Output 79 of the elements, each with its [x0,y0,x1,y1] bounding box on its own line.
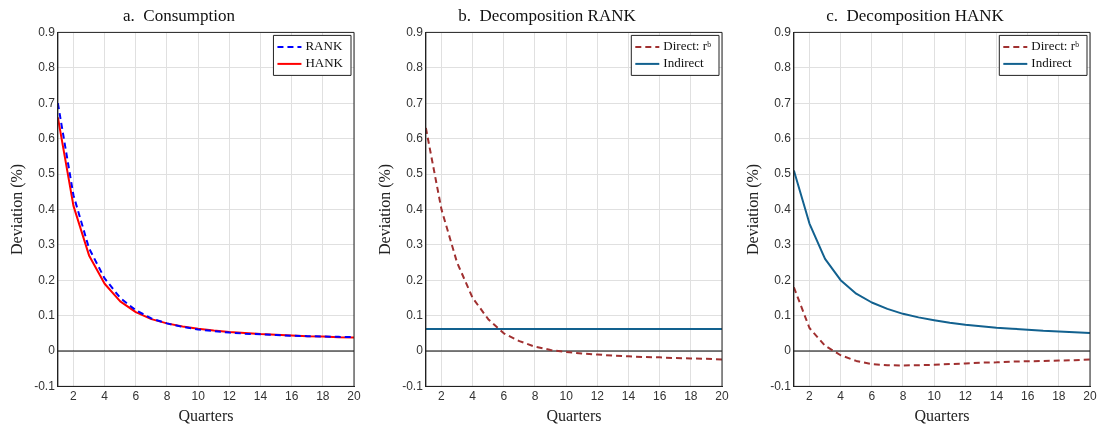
y-tick-label: 0.1 [774,307,792,322]
chart-title: b. Decomposition RANK [458,5,637,25]
y-tick-label: 0.4 [406,201,424,216]
y-tick-label: 0.9 [774,24,792,39]
x-tick-label: 10 [559,388,574,403]
x-tick-label: 14 [253,388,268,403]
y-tick-label: 0.1 [406,307,424,322]
y-tick-label: 0.6 [774,130,792,145]
x-tick-label: 12 [958,388,973,403]
y-tick-label: 0.1 [38,307,56,322]
y-tick-label: 0.8 [38,60,56,75]
x-tick-label: 16 [284,388,299,403]
x-tick-label: 16 [1020,388,1035,403]
y-tick-label: -0.1 [34,378,56,393]
x-tick-label: 18 [684,388,698,403]
legend-label: Indirect [1031,55,1073,71]
x-axis-title: Quarters [914,406,970,424]
chart-title: c. Decomposition HANK [826,5,1005,25]
x-tick-label: 14 [621,388,636,403]
y-tick-label: 0.9 [38,24,56,39]
y-tick-label: 0.5 [774,166,792,181]
y-tick-label: 0.7 [406,95,424,110]
x-tick-label: 8 [163,388,171,403]
y-tick-label: 0.5 [406,166,424,181]
y-tick-label: 0.6 [38,130,56,145]
x-tick-label: 2 [70,388,78,403]
y-tick-label: 0.3 [406,237,424,252]
y-tick-label: 0 [416,343,424,358]
x-tick-label: 20 [715,388,729,403]
x-tick-label: 12 [222,388,237,403]
x-tick-label: 20 [1083,388,1097,403]
y-tick-label: 0 [784,343,792,358]
x-tick-label: 16 [652,388,667,403]
y-tick-label: 0.8 [406,60,424,75]
y-tick-label: -0.1 [402,378,424,393]
y-tick-label: 0.6 [406,130,424,145]
legend-label: Indirect [663,55,705,71]
y-tick-label: -0.1 [770,378,792,393]
x-tick-label: 6 [132,388,140,403]
x-tick-label: 10 [191,388,206,403]
y-tick-label: 0.4 [38,201,56,216]
x-axis-title: Quarters [178,406,234,424]
y-tick-label: 0.3 [38,237,56,252]
x-tick-label: 14 [989,388,1004,403]
x-tick-label: 8 [899,388,907,403]
x-tick-label: 6 [868,388,876,403]
y-tick-label: 0.3 [774,237,792,252]
x-tick-label: 4 [837,388,845,403]
x-tick-label: 12 [590,388,605,403]
x-tick-label: 2 [806,388,814,403]
legend-label: Direct: rᵇ [663,38,712,54]
x-tick-label: 20 [347,388,361,403]
x-tick-label: 2 [438,388,446,403]
y-tick-label: 0.2 [406,272,424,287]
x-axis-title: Quarters [546,406,602,424]
legend-label: RANK [305,38,343,54]
x-tick-label: 18 [1052,388,1066,403]
y-axis-title: Deviation (%) [743,163,762,255]
x-tick-label: 18 [316,388,330,403]
y-tick-label: 0.9 [406,24,424,39]
y-tick-label: 0.5 [38,166,56,181]
y-tick-label: 0.4 [774,201,792,216]
y-tick-label: 0.7 [774,95,792,110]
y-tick-label: 0.8 [774,60,792,75]
y-tick-label: 0.2 [38,272,56,287]
legend-label: Direct: rᵇ [1031,38,1080,54]
x-tick-label: 4 [101,388,109,403]
legend-label: HANK [305,55,344,71]
chart-title: a. Consumption [123,5,236,25]
y-tick-label: 0.7 [38,95,56,110]
y-tick-label: 0.2 [774,272,792,287]
x-tick-label: 4 [469,388,477,403]
x-tick-label: 6 [500,388,508,403]
y-axis-title: Deviation (%) [7,163,26,255]
x-tick-label: 10 [927,388,942,403]
x-tick-label: 8 [531,388,539,403]
line-series [793,286,1090,367]
y-axis-title: Deviation (%) [375,163,394,255]
y-tick-label: 0 [48,343,56,358]
